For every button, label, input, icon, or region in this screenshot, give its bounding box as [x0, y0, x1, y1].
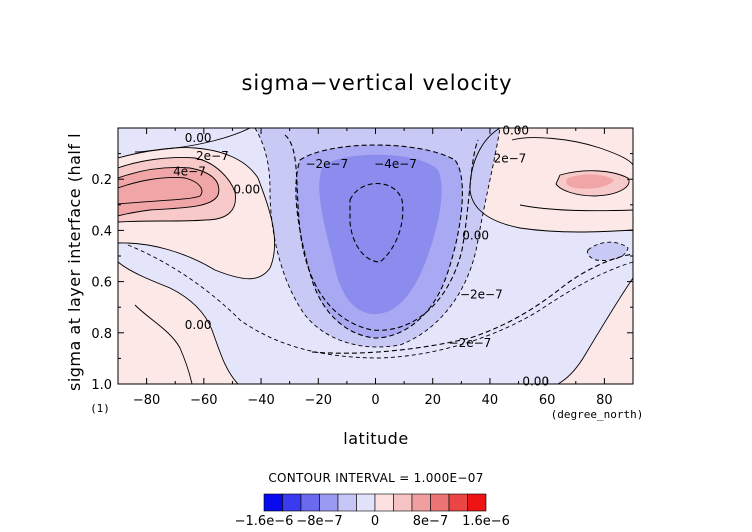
contour-line-right-pos1 [511, 137, 633, 166]
contour-line-pos2 [118, 167, 220, 217]
colorbar-tick-label: −8e−7 [296, 514, 342, 529]
contour-fields [118, 128, 633, 384]
x-tick-label: −80 [133, 393, 160, 408]
contour-label: −4e−7 [374, 157, 417, 171]
y-axis: 0.2 0.4 0.6 0.8 1.0 [91, 153, 633, 393]
contour-line-lower-neg2 [311, 253, 633, 354]
contour-line-neg4 [349, 182, 404, 263]
x-tick-label: 0 [371, 393, 379, 408]
x-tick-label: 80 [596, 393, 613, 408]
contour-labels: 0.00 0.00 2e−7 4e−7 −2e−7 −4e−7 2e−7 0.00 0.00 −2… [173, 124, 549, 389]
contour-label: 0.00 [233, 182, 260, 196]
contour-line-right-pos3 [555, 170, 630, 197]
colorbar-swatch [448, 493, 468, 512]
contour-line-right-neg [587, 241, 629, 261]
colorbar-swatch [337, 493, 357, 512]
contour-line-neg1 [254, 128, 501, 348]
y-tick-label: 0.6 [91, 276, 112, 291]
contour-label: −2e−7 [449, 336, 492, 350]
contour-line-lower-neg1 [127, 244, 633, 359]
contour-interval-label: CONTOUR INTERVAL = 1.000E−07 [268, 471, 483, 485]
colorbar-tick-label: 1.6e−6 [462, 514, 510, 529]
y-tick-label: 0.2 [91, 173, 112, 188]
colorbar-swatch [356, 493, 376, 512]
colorbar-swatch [393, 493, 413, 512]
contour-label: 0.00 [522, 374, 549, 388]
x-tick-label: 20 [424, 393, 441, 408]
colorbar-swatch [319, 493, 339, 512]
contour-label: 2e−7 [196, 149, 229, 163]
x-tick-label: 40 [482, 393, 499, 408]
y-tick-label: 0.8 [91, 327, 112, 342]
y-axis-label: sigma at layer interface (half l [65, 133, 84, 391]
region-left-positive-3 [118, 167, 219, 216]
colorbar: −1.6e−6 −8e−7 0 8e−7 1.6e−6 [235, 493, 510, 529]
colorbar-swatch [411, 493, 431, 512]
contour-line-right-pos2 [519, 204, 633, 212]
contour-line-lower-left-2 [134, 304, 193, 384]
contour-label: 0.00 [185, 131, 212, 145]
y-tick-label: 0.4 [91, 224, 112, 239]
colorbar-swatch [263, 493, 283, 512]
contour-line-lower-left [118, 261, 239, 384]
region-lower-right-positive [558, 278, 633, 384]
colorbar-tick-label: 8e−7 [413, 514, 448, 529]
region-center-negative-4 [319, 154, 442, 315]
contour-line-zero [118, 147, 276, 280]
contour-label: 0.00 [462, 229, 489, 243]
contour-line-top-zero [118, 128, 251, 159]
contour-lines [118, 128, 633, 384]
contour-line-pos1 [118, 157, 236, 223]
colorbar-swatch [282, 493, 302, 512]
contour-label: 2e−7 [494, 152, 527, 166]
region-upper-right-positive [470, 128, 633, 232]
contour-label: 0.00 [502, 124, 529, 138]
contour-line-right-zero [469, 128, 633, 233]
x-axis-label: latitude [343, 429, 408, 448]
region-right-negative-2 [587, 242, 628, 261]
contour-label: 0.00 [185, 318, 212, 332]
x-tick-label: −60 [190, 393, 217, 408]
colorbar-tick-label: −1.6e−6 [235, 514, 294, 529]
contour-label: −2e−7 [460, 287, 503, 301]
contour-label: −2e−7 [305, 157, 348, 171]
x-axis-unit: (degree_north) [551, 408, 644, 421]
y-axis-unit: (1) [90, 402, 110, 415]
contour-line-neg3 [295, 144, 463, 339]
x-tick-label: −20 [305, 393, 332, 408]
y-tick-label: 1.0 [91, 378, 112, 393]
colorbar-swatch [374, 493, 394, 512]
chart-title: sigma−vertical velocity [241, 71, 512, 95]
colorbar-swatch [467, 493, 487, 512]
colorbar-swatch [300, 493, 320, 512]
contour-label: 4e−7 [173, 165, 206, 179]
x-tick-label: −40 [247, 393, 274, 408]
colorbar-swatch [430, 493, 450, 512]
contour-line-lower-right-zero [557, 277, 633, 384]
x-tick-label: 60 [539, 393, 556, 408]
contour-line-pos3 [118, 177, 203, 205]
region-right-positive-3 [566, 174, 614, 189]
colorbar-tick-label: 0 [371, 514, 379, 529]
region-lower-left-positive [118, 262, 238, 384]
x-axis: −80 −60 −40 −20 0 20 40 60 80 [117, 128, 634, 408]
